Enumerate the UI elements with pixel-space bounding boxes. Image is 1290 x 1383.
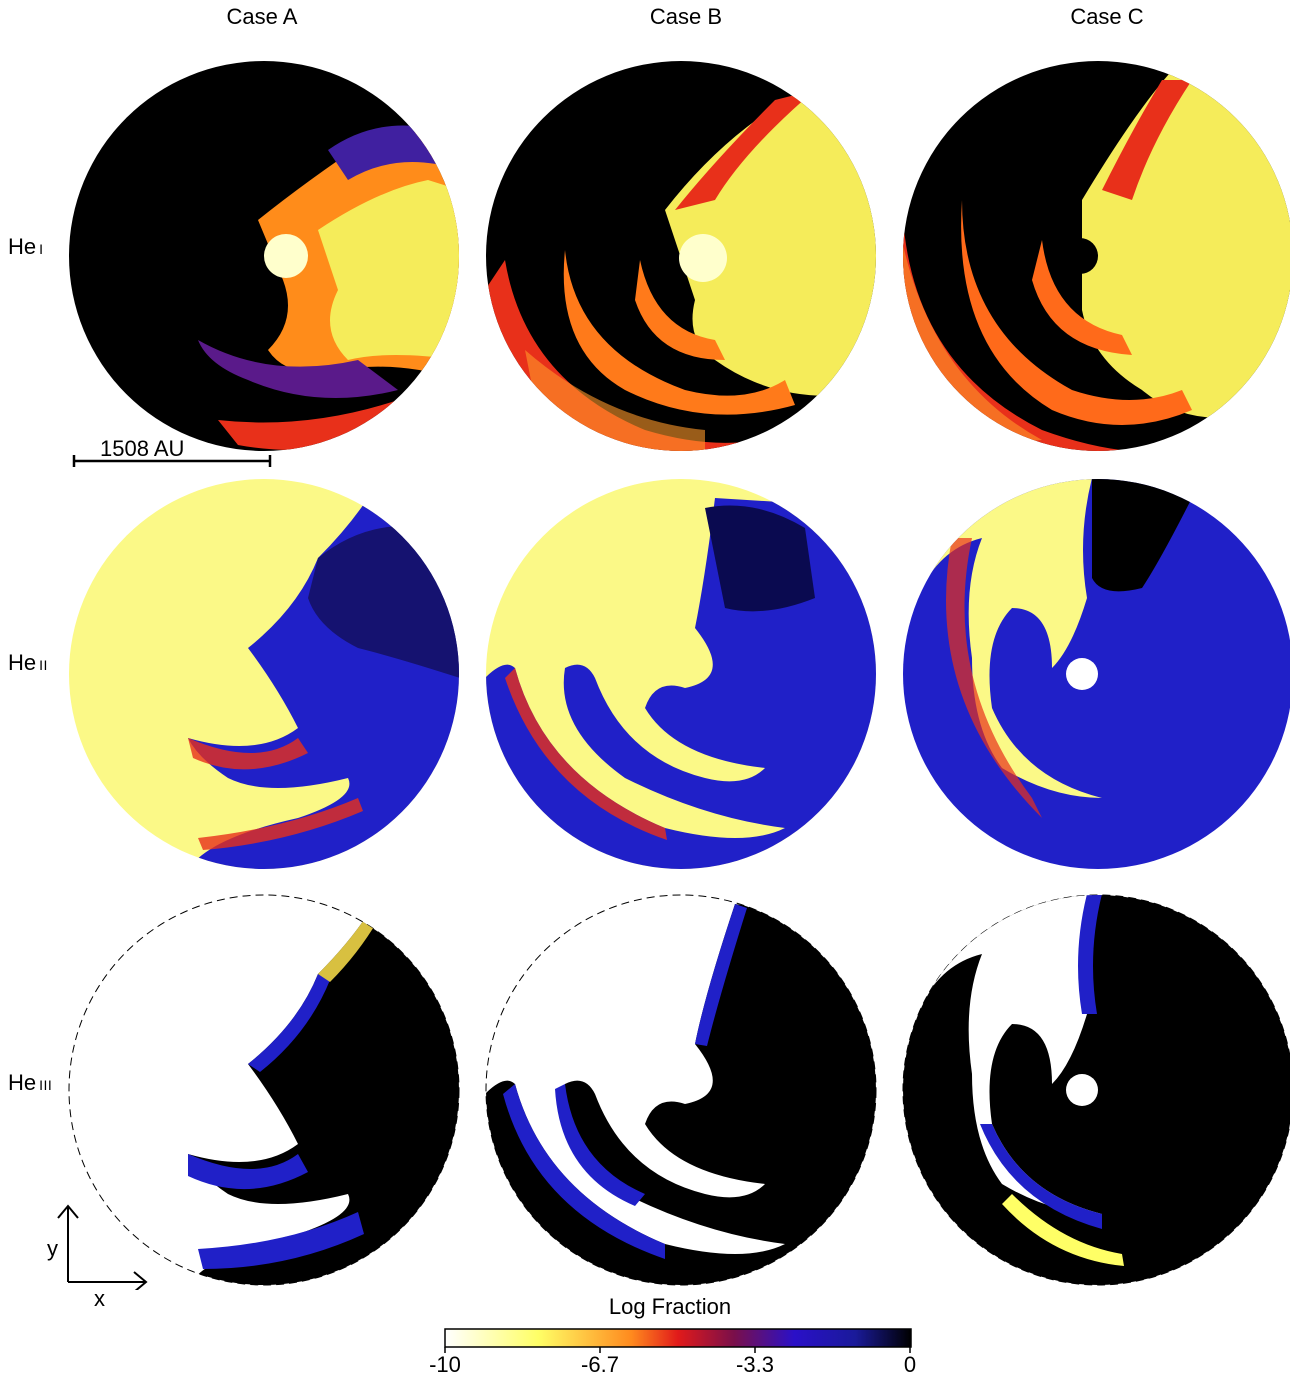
panel-he-iii-case-c xyxy=(902,894,1290,1286)
panel-he-i-case-c xyxy=(903,61,1290,451)
scale-bar xyxy=(72,455,272,467)
panel-he-iii-case-b xyxy=(485,894,877,1286)
axis-label-y: y xyxy=(47,1236,58,1261)
colorbar-title: Log Fraction xyxy=(608,1294,732,1319)
scale-bar-label: 1508 AU xyxy=(100,436,185,461)
colorbar-tick: 0 xyxy=(903,1352,917,1377)
row-label-base: He xyxy=(8,234,37,259)
row-label-base: He xyxy=(8,650,37,675)
axes-indicator xyxy=(57,1204,148,1290)
panel-he-i-case-a xyxy=(69,61,459,451)
colorbar-tick: -10 xyxy=(429,1352,461,1377)
panel-he-ii-case-a xyxy=(69,479,459,869)
column-title-case-b: Case B xyxy=(649,4,723,29)
axis-label-x: x xyxy=(94,1286,105,1311)
row-label-ion: III xyxy=(39,1077,53,1093)
column-title-case-c: Case C xyxy=(1070,4,1144,29)
panel-he-ii-case-b xyxy=(486,479,876,869)
panel-he-i-case-b xyxy=(486,61,876,451)
row-label-he-ii: He II xyxy=(8,650,48,676)
column-title-case-a: Case A xyxy=(226,4,298,29)
row-label-he-iii: He III xyxy=(8,1070,52,1096)
row-label-ion: II xyxy=(39,657,48,673)
colorbar xyxy=(444,1328,912,1353)
panel-he-ii-case-c xyxy=(903,479,1290,869)
colorbar-tick: -6.7 xyxy=(581,1352,619,1377)
colorbar-tick: -3.3 xyxy=(736,1352,774,1377)
row-label-he-i: He I xyxy=(8,234,44,260)
panel-he-iii-case-a xyxy=(68,894,460,1286)
row-label-ion: I xyxy=(39,241,44,257)
row-label-base: He xyxy=(8,1070,37,1095)
